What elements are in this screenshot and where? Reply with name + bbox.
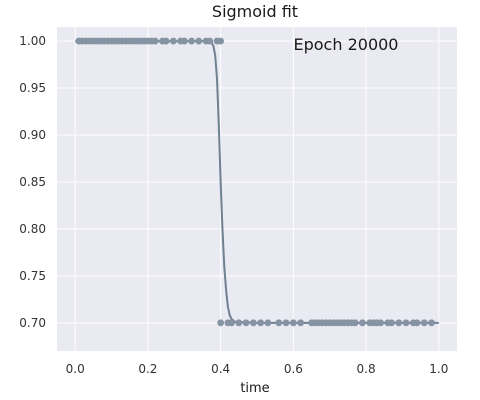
data-point <box>188 37 195 45</box>
data-point <box>420 319 428 327</box>
x-tick-label: 0.8 <box>357 362 376 376</box>
plot-area <box>57 27 457 351</box>
data-point <box>377 319 385 327</box>
x-tick-label: 0.4 <box>211 362 230 376</box>
data-point <box>151 37 159 45</box>
data-point <box>228 319 235 327</box>
grid-lines <box>57 27 457 351</box>
x-tick-label: 0.0 <box>66 362 85 376</box>
data-point <box>242 319 250 327</box>
data-point <box>162 37 170 45</box>
data-point <box>249 319 257 327</box>
y-tick-labels: 0.70 0.75 0.80 0.85 0.90 0.95 1.00 <box>19 34 46 330</box>
x-tick-label: 0.6 <box>284 362 303 376</box>
y-tick-label: 1.00 <box>19 34 46 48</box>
x-axis-label: time <box>240 381 269 396</box>
y-tick-label: 0.85 <box>19 175 46 189</box>
x-tick-label: 1.0 <box>429 362 448 376</box>
data-point <box>282 319 290 327</box>
x-tick-label: 0.2 <box>138 362 157 376</box>
y-tick-label: 0.80 <box>19 222 46 236</box>
data-point <box>257 319 265 327</box>
data-point <box>413 319 421 327</box>
data-point <box>388 319 395 327</box>
y-tick-label: 0.70 <box>19 316 46 330</box>
data-point <box>169 37 177 45</box>
y-tick-label: 0.95 <box>19 81 46 95</box>
x-tick-labels: 0.0 0.2 0.4 0.6 0.8 1.0 <box>66 362 449 376</box>
data-point <box>402 319 410 327</box>
data-point <box>180 37 188 45</box>
y-tick-label: 0.90 <box>19 128 46 142</box>
y-tick-label: 0.75 <box>19 269 46 283</box>
data-point <box>195 37 203 45</box>
data-point <box>428 319 435 327</box>
data-point <box>217 37 225 45</box>
data-point <box>235 319 243 327</box>
data-point <box>275 319 283 327</box>
data-point <box>264 319 272 327</box>
data-points <box>75 37 435 327</box>
data-point <box>217 319 225 327</box>
chart-title: Sigmoid fit <box>212 2 298 21</box>
data-point <box>206 37 214 45</box>
data-point <box>297 319 305 327</box>
epoch-annotation: Epoch 20000 <box>294 35 399 54</box>
data-point <box>359 319 366 327</box>
data-point <box>289 319 297 327</box>
data-point <box>351 319 359 327</box>
data-point <box>395 319 403 327</box>
